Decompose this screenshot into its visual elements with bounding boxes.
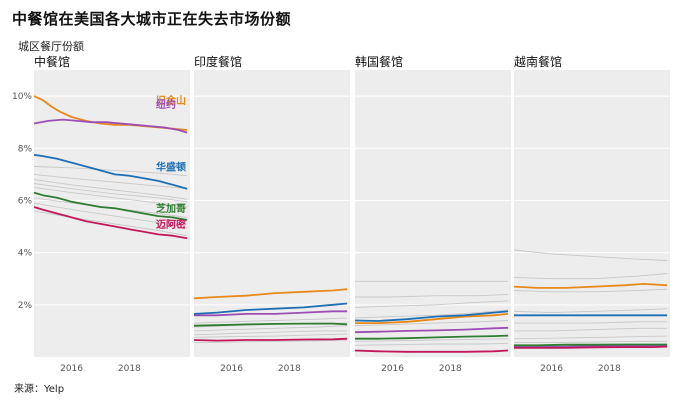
x-tick-label: 2016 [220, 364, 243, 374]
series-line-纽约 [354, 326, 509, 334]
panel-background-韩国餐馆 [355, 70, 511, 357]
background-city-line [33, 186, 188, 208]
chart-title: 中餐馆在美国各大城市正在失去市场份额 [12, 10, 292, 28]
background-city-line [193, 333, 348, 338]
background-city-line [354, 342, 509, 346]
series-line-华盛顿 [193, 302, 348, 315]
background-city-line [513, 249, 668, 261]
background-city-line [354, 338, 509, 342]
background-city-line [33, 173, 188, 190]
background-city-line [513, 288, 668, 293]
background-city-line [514, 327, 668, 332]
background-city-line [193, 330, 348, 336]
series-line-华盛顿 [33, 153, 188, 190]
background-city-line [193, 317, 348, 324]
background-city-line [514, 321, 668, 324]
background-city-line [33, 179, 188, 200]
background-city-line [33, 210, 188, 237]
background-city-line [33, 202, 188, 229]
background-city-line [355, 293, 509, 298]
background-city-line [354, 300, 509, 308]
series-label-纽约: 纽约 [156, 98, 176, 111]
background-city-line [193, 339, 348, 344]
y-tick-label: 8% [18, 144, 33, 154]
series-line-芝加哥 [514, 343, 668, 347]
series-line-迈阿密 [193, 337, 348, 342]
background-city-line [513, 335, 668, 340]
series-line-纽约 [33, 118, 188, 134]
panel-title-印度餐馆: 印度餐馆 [194, 54, 242, 69]
series-label-迈阿密: 迈阿密 [156, 218, 186, 231]
y-tick-label: 4% [18, 249, 33, 259]
panel-title-韩国餐馆: 韩国餐馆 [355, 54, 403, 69]
series-line-纽约 [194, 310, 348, 317]
series-line-旧金山 [193, 288, 348, 300]
series-line-纽约 [514, 344, 668, 348]
x-tick-label: 2018 [118, 364, 141, 374]
series-label-芝加哥: 芝加哥 [156, 202, 186, 215]
x-tick-label: 2016 [381, 364, 404, 374]
x-tick-label: 2016 [540, 364, 563, 374]
series-line-芝加哥 [193, 322, 348, 327]
x-tick-label: 2018 [439, 364, 462, 374]
background-city-line [33, 183, 188, 203]
panel-title-中餐馆: 中餐馆 [34, 54, 70, 69]
series-line-迈阿密 [514, 345, 668, 349]
panel-background-越南餐馆 [514, 70, 670, 357]
background-city-line [513, 273, 668, 280]
x-tick-label: 2018 [598, 364, 621, 374]
background-city-line [193, 325, 348, 332]
series-label-旧金山: 旧金山 [156, 94, 186, 107]
series-line-华盛顿 [354, 310, 509, 322]
background-city-line [33, 166, 188, 177]
x-tick-label: 2018 [278, 364, 301, 374]
y-axis-title: 城区餐厅份额 [18, 39, 84, 53]
source-note: 来源：Yelp [14, 384, 65, 395]
y-tick-label: 10% [12, 92, 32, 102]
panel-title-越南餐馆: 越南餐馆 [514, 54, 562, 69]
series-label-华盛顿: 华盛顿 [156, 160, 186, 173]
series-line-迈阿密 [354, 349, 509, 353]
series-line-芝加哥 [355, 334, 509, 340]
series-line-芝加哥 [33, 191, 188, 221]
series-line-旧金山 [513, 283, 668, 289]
y-tick-label: 6% [18, 196, 33, 206]
background-city-line [513, 308, 668, 314]
background-city-line [514, 340, 668, 344]
y-tick-label: 2% [18, 301, 33, 311]
background-city-line [354, 309, 509, 319]
series-line-旧金山 [355, 313, 509, 324]
background-city-line [354, 320, 509, 327]
series-line-迈阿密 [33, 206, 188, 240]
x-tick-label: 2016 [60, 364, 83, 374]
